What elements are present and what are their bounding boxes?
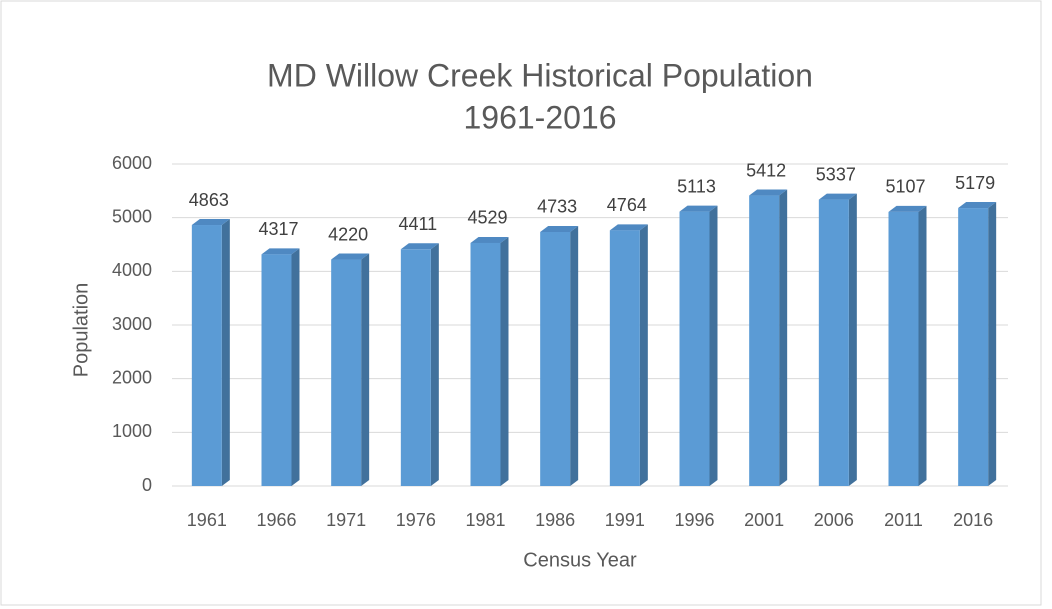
y-axis-label: Population xyxy=(70,283,92,378)
y-tick-label: 2000 xyxy=(112,367,152,387)
data-label: 5179 xyxy=(955,173,995,193)
bar-side xyxy=(291,248,300,486)
data-label: 4317 xyxy=(258,219,298,239)
bar xyxy=(609,230,640,486)
bar-side xyxy=(221,219,230,487)
bar xyxy=(749,195,780,486)
bar xyxy=(679,211,710,486)
y-tick-label: 1000 xyxy=(112,421,152,441)
bar-side xyxy=(500,236,509,486)
data-label: 5412 xyxy=(746,160,786,180)
x-tick-label: 1966 xyxy=(256,510,296,530)
data-label: 4411 xyxy=(398,214,437,234)
data-label: 4764 xyxy=(607,195,647,215)
bar-top xyxy=(540,225,579,232)
x-tick-label: 1991 xyxy=(605,510,645,530)
bar-top xyxy=(679,205,718,212)
bar-side xyxy=(430,243,439,486)
bar-top xyxy=(261,248,300,255)
x-tick-label: 1976 xyxy=(396,510,436,530)
data-label: 5107 xyxy=(885,177,925,197)
bar xyxy=(400,249,431,486)
bar xyxy=(818,199,849,486)
data-label: 5337 xyxy=(816,164,856,184)
bar-top xyxy=(331,253,370,260)
x-tick-label: 2011 xyxy=(884,510,923,530)
bar-top xyxy=(609,224,648,231)
bar xyxy=(261,254,292,486)
bar-side xyxy=(848,193,857,486)
bar xyxy=(540,231,571,486)
data-label: 4529 xyxy=(467,208,507,228)
bar-side xyxy=(570,225,579,486)
y-tick-label: 6000 xyxy=(112,153,152,173)
bar-top xyxy=(191,219,230,226)
bar xyxy=(191,225,222,487)
x-axis-label: Census Year xyxy=(523,549,637,571)
chart-title: MD Willow Creek Historical Population xyxy=(267,57,813,93)
x-tick-label: 2001 xyxy=(744,510,784,530)
bar-top xyxy=(888,205,927,212)
x-tick-label: 1981 xyxy=(465,510,505,530)
bar xyxy=(331,259,362,486)
bar-top xyxy=(400,243,439,250)
bar xyxy=(888,211,919,487)
bar xyxy=(958,208,989,486)
bar xyxy=(470,242,501,486)
y-tick-label: 4000 xyxy=(112,260,152,280)
x-tick-label: 2016 xyxy=(953,510,993,530)
data-label: 4220 xyxy=(328,224,368,244)
bar-side xyxy=(918,205,927,487)
y-tick-label: 3000 xyxy=(112,314,152,334)
data-label: 4863 xyxy=(189,190,229,210)
data-label: 5113 xyxy=(677,176,716,196)
bar-side xyxy=(361,253,370,486)
bar-top xyxy=(749,189,788,196)
bar-side xyxy=(988,202,997,486)
bar-top xyxy=(958,202,997,209)
x-tick-label: 1986 xyxy=(535,510,575,530)
x-tick-label: 1996 xyxy=(674,510,714,530)
bar-top xyxy=(818,193,857,200)
bar-side xyxy=(709,205,718,486)
y-tick-label: 0 xyxy=(142,475,152,495)
x-tick-label: 1961 xyxy=(187,510,227,530)
chart-subtitle: 1961-2016 xyxy=(463,99,616,135)
bar-top xyxy=(470,236,509,243)
bar-side xyxy=(779,189,788,486)
data-label: 4733 xyxy=(537,197,577,217)
y-tick-label: 5000 xyxy=(112,206,152,226)
x-tick-label: 1971 xyxy=(326,510,366,530)
x-tick-label: 2006 xyxy=(814,510,854,530)
bar-side xyxy=(639,224,648,486)
